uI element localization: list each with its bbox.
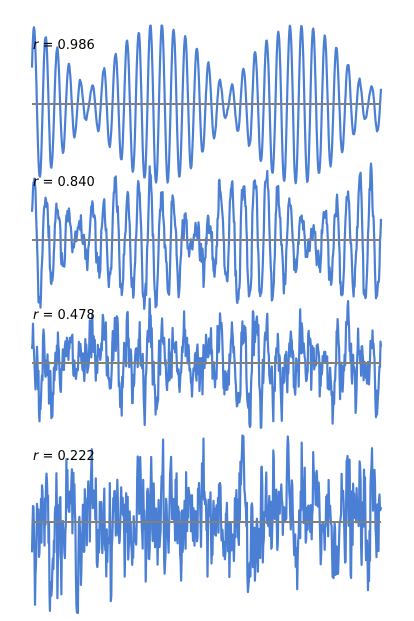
- panels: r = 0.986 r = 0.840 r = 0.478 r = 0.222: [30, 24, 383, 615]
- signal-line: [30, 297, 383, 429]
- signal-line: [30, 24, 383, 185]
- panel-2: r = 0.840: [30, 162, 383, 310]
- correlation-label: r = 0.840: [33, 175, 95, 190]
- panel-1: r = 0.986: [30, 24, 383, 185]
- correlation-label: r = 0.986: [33, 38, 95, 53]
- correlation-label: r = 0.222: [33, 449, 95, 464]
- correlation-label: r = 0.478: [33, 308, 95, 323]
- signal-line: [30, 162, 383, 310]
- panel-3: r = 0.478: [30, 297, 383, 429]
- panel-4: r = 0.222: [30, 434, 383, 615]
- signal-line: [30, 434, 383, 615]
